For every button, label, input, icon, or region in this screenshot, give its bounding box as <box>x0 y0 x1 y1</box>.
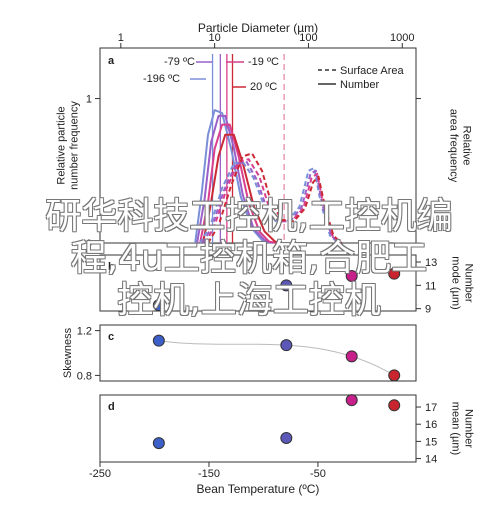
panel-b-label: b <box>108 261 115 273</box>
panel-d-frame <box>99 394 417 463</box>
panel-b-axis-title-line: Number <box>463 263 475 302</box>
panel-c-axis-title: Skewness <box>62 327 74 378</box>
bottom-axis-tick-label: -50 <box>310 468 326 480</box>
panel-a-right-axis-title-line: Relative <box>461 126 473 166</box>
panel-c-data-point <box>388 369 401 382</box>
series-line-number <box>201 133 283 244</box>
series-line-number <box>196 114 274 244</box>
temperature-label: -79 ºC <box>164 56 195 68</box>
panel-c-axis-title-line: Skewness <box>62 327 74 378</box>
series-line-area <box>207 152 343 244</box>
panel-a-ytick-label: 0 <box>86 238 92 250</box>
bottom-axis-title: Bean Temperature (ºC) <box>197 482 320 496</box>
legend-entry-surface-area: Surface Area <box>340 65 404 77</box>
bottom-axis-tick-label: -250 <box>89 468 111 480</box>
series-line-area <box>199 161 340 244</box>
panel-d-ytick-label: 16 <box>425 419 437 431</box>
top-axis-tick-label: 100 <box>299 32 317 44</box>
top-axis-title: Particle Diameter (µm) <box>198 21 318 35</box>
panel-a-left-axis-title-line: Relative particle <box>55 106 67 184</box>
panel-b-frame <box>99 254 417 312</box>
series-line-area <box>202 161 341 244</box>
panel-b-ytick-label: 13 <box>425 257 437 269</box>
panel-d-data-point <box>280 431 293 444</box>
panel-b-data-point <box>345 270 358 282</box>
bottom-axis-tick-label: -150 <box>198 468 220 480</box>
panel-b-data-point <box>152 299 165 312</box>
legend-entry-number: Number <box>340 79 379 91</box>
panel-c-data-point <box>345 350 358 363</box>
panel-a-left-axis-title: Relative particle number frequency <box>55 101 80 190</box>
panel-b-ytick-label: 9 <box>425 304 431 316</box>
panel-c-ytick-label: 1.2 <box>77 326 92 338</box>
temperature-label: -19 ºC <box>248 56 279 68</box>
series-line-number <box>194 109 272 244</box>
panel-a-right-axis-title-line: area frequency <box>448 109 460 183</box>
panel-d-ytick-label: 14 <box>425 454 437 466</box>
panel-b-ytick-label: 11 <box>425 280 436 292</box>
watermark-line-2: 程,4u工控机箱,合肥工 <box>70 238 428 279</box>
panel-b-axis-title-line: mode (µm) <box>450 256 462 309</box>
panel-a-frame <box>99 47 417 244</box>
panel-c-frame <box>99 324 417 382</box>
top-axis-tick-label: 1000 <box>390 32 414 44</box>
panel-d-axis-title-line: Number <box>463 409 475 448</box>
panel-c-data-point <box>280 339 293 352</box>
panel-a-label: a <box>108 55 115 67</box>
panel-d-axis-title-line: mean (µm) <box>450 402 462 455</box>
top-axis-tick-label: 1 <box>118 32 124 44</box>
panel-a-left-axis-title-line: number frequency <box>68 101 80 190</box>
watermark-line-3: 控机,上海工控机 <box>117 280 381 321</box>
panel-d-data-point <box>152 437 165 450</box>
series-line-number <box>199 123 277 244</box>
panel-d-ytick-label: 17 <box>425 402 437 414</box>
watermark-overlay: 研华科技工控机,工控机编 程,4u工控机箱,合肥工 控机,上海工控机 <box>0 196 498 322</box>
temperature-label: 20 ºC <box>250 81 277 93</box>
top-axis-tick-label: 10 <box>209 32 221 44</box>
watermark-line-1: 研华科技工控机,工控机编 <box>45 196 453 237</box>
panel-a-ytick-label: 1 <box>86 94 92 106</box>
panel-c-data-point <box>152 334 165 347</box>
panel-d-data-point <box>388 399 401 412</box>
panel-d-label: d <box>108 401 115 413</box>
panel-c-fit-line <box>158 340 395 376</box>
panel-c-label: c <box>108 331 114 343</box>
panel-b-data-point <box>388 267 401 280</box>
panel-d-ytick-label: 15 <box>425 436 437 448</box>
panel-c-ytick-label: 0.8 <box>77 370 92 382</box>
temperature-label: -196 ºC <box>143 73 180 85</box>
panel-b-data-point <box>280 279 293 292</box>
panel-d-data-point <box>345 394 358 407</box>
